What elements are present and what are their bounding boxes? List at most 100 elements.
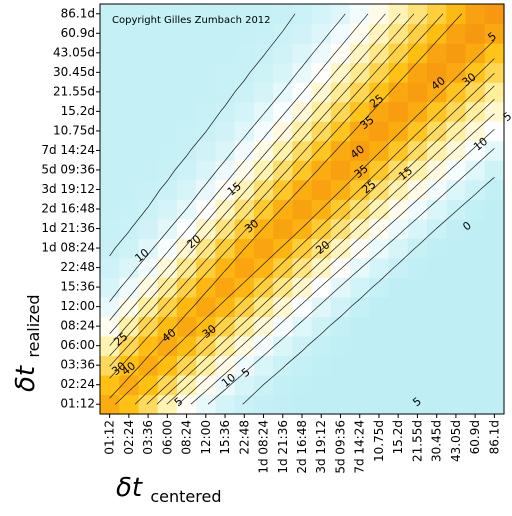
heatmap-cell [388,199,409,220]
heatmap-cell [100,101,120,122]
heatmap-cell [234,23,255,44]
heatmap-cell [388,4,409,25]
heatmap-cell [292,23,313,44]
heatmap-cell [234,199,255,220]
heatmap-cell [369,316,390,337]
contour-line [109,13,495,405]
heatmap-cell [196,4,217,25]
heatmap-cell [292,43,313,64]
heatmap-cell [119,355,140,376]
heatmap-cell [311,374,332,396]
heatmap-cell [138,121,159,142]
heatmap-cell [484,121,505,142]
heatmap-cell [253,355,274,376]
heatmap-cell [446,394,467,415]
heatmap-cell [388,140,409,161]
contour-line [109,13,495,405]
heatmap-cell [215,23,236,44]
heatmap-cell [330,121,351,142]
heatmap-cell [465,179,486,200]
heatmap-cell [484,316,505,337]
heatmap-cell [176,43,197,64]
heatmap-cell [176,4,197,25]
x-tick-label: 06:00 [160,420,174,455]
heatmap-cell [253,23,274,44]
x-axis-label: δt centered [116,473,222,506]
heatmap-cell [465,394,486,415]
y-tick-label: 5d 09:36 [41,162,95,176]
contour-line [109,13,495,405]
heatmap-cell [253,62,274,83]
heatmap-cell [119,101,140,122]
heatmap-cell [215,316,236,337]
heatmap-cell [446,218,467,239]
x-axis-label-sub: centered [150,487,221,506]
heatmap-cell [350,101,370,122]
heatmap-cell [311,101,332,122]
heatmap-cell [100,199,120,220]
heatmap-cell [311,355,332,376]
heatmap-cell [484,43,505,64]
heatmap-cell [196,101,217,122]
heatmap-cell [273,238,293,259]
heatmap-cell [253,374,274,396]
heatmap-cell [119,394,140,415]
heatmap-cell [234,335,255,357]
x-tick-label: 3d 19:12 [314,420,328,474]
heatmap-cell [350,277,370,298]
y-tick-label: 7d 14:24 [41,143,95,157]
heatmap-cell [369,257,390,278]
heatmap-cell [369,218,390,239]
heatmap-cell [196,374,217,396]
y-axis-ticks: 01:12 02:24 03:36 06:00 08:24 12:00 15:36 22:48… [41,6,100,411]
heatmap-cell [407,257,428,278]
heatmap-cell [234,257,255,278]
heatmap-cell [157,43,178,64]
x-tick-label: 2d 16:48 [295,420,309,474]
heatmap-cell [427,394,447,415]
heatmap-cell [215,160,236,181]
heatmap-cell [176,257,197,278]
heatmap-cell [215,355,236,376]
heatmap-cell [253,43,274,64]
heatmap-cell [292,218,313,239]
heatmap-cell [292,238,313,259]
y-tick-label: 30.45d [53,65,95,79]
heatmap-cell [292,160,313,181]
x-tick-label: 12:00 [199,420,213,455]
heatmap-cell [176,62,197,83]
heatmap-cell [407,121,428,142]
heatmap-cell [330,218,351,239]
y-tick-label: 2d 16:48 [41,202,95,216]
heatmap-cell [407,335,428,357]
heatmap-cell [350,4,370,25]
heatmap-cell [215,218,236,239]
y-tick-label: 15:36 [60,280,95,294]
heatmap-cell [253,394,274,415]
heatmap-cell [446,43,467,64]
y-tick-label: 60.9d [61,26,95,40]
y-tick-label: 01:12 [60,397,95,411]
heatmap-cell [119,296,140,317]
heatmap-cell [234,121,255,142]
heatmap-cell [484,179,505,200]
heatmap-cell [427,82,447,103]
heatmap-cell [427,23,447,44]
heatmap-cell [157,277,178,298]
heatmap-cell [100,4,120,25]
heatmap-cell [100,179,120,200]
heatmap-cell [196,82,217,103]
y-tick-label: 1d 21:36 [41,221,95,235]
heatmap-cell [465,316,486,337]
heatmap-cell [311,257,332,278]
heatmap-cell [330,199,351,220]
heatmap-cell [388,121,409,142]
heatmap-cell [427,43,447,64]
heatmap-cell [176,355,197,376]
heatmap-cell [369,199,390,220]
heatmap-cell [369,238,390,259]
heatmap-cell [407,62,428,83]
heatmap-cell [407,4,428,25]
heatmap-cell [176,101,197,122]
